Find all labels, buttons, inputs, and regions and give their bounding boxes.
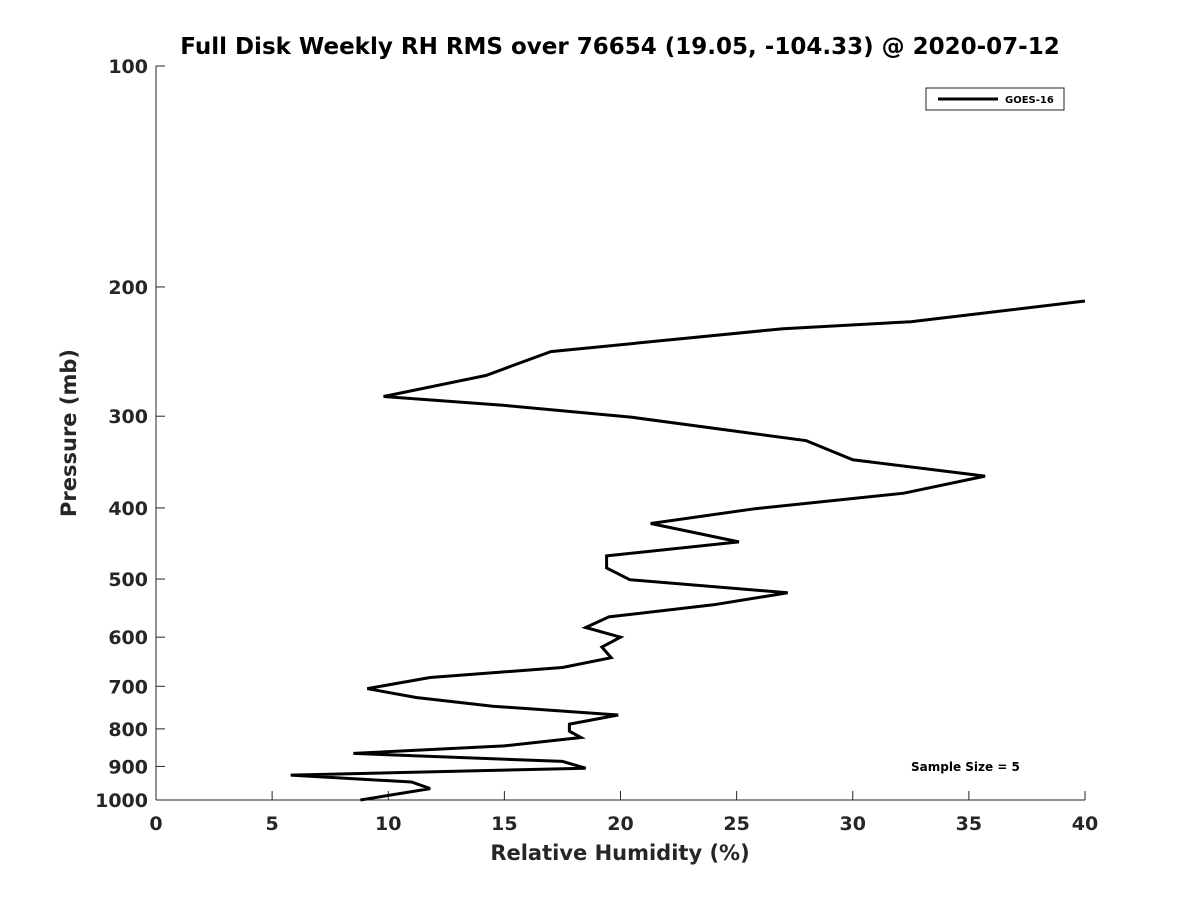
y-tick-label: 800 — [108, 719, 148, 741]
x-ticks: 0 5 10 15 20 25 30 35 40 — [149, 791, 1098, 835]
y-tick-label: 300 — [108, 406, 148, 428]
y-tick-label: 500 — [108, 569, 148, 591]
legend: GOES-16 — [925, 87, 1065, 111]
x-tick-label: 5 — [266, 813, 279, 835]
plot-area: 0 5 10 15 20 25 30 35 40 100 200 300 400 500 600 700 80… — [95, 56, 1098, 835]
x-tick-label: 0 — [149, 813, 162, 835]
legend-label-goes-16: GOES-16 — [1005, 95, 1054, 106]
y-tick-label: 100 — [108, 56, 148, 78]
y-ticks: 100 200 300 400 500 600 700 800 900 1000 — [95, 56, 165, 812]
y-tick-label: 600 — [108, 627, 148, 649]
y-tick-label: 400 — [108, 498, 148, 520]
x-tick-label: 35 — [956, 813, 982, 835]
y-tick-label: 900 — [108, 756, 148, 778]
x-tick-label: 30 — [840, 813, 866, 835]
chart-title: Full Disk Weekly RH RMS over 76654 (19.0… — [180, 34, 1059, 60]
y-tick-label: 200 — [108, 277, 148, 299]
x-tick-label: 40 — [1072, 813, 1098, 835]
x-tick-label: 15 — [491, 813, 517, 835]
x-tick-label: 20 — [607, 813, 633, 835]
x-tick-label: 10 — [375, 813, 401, 835]
series-line-goes-16 — [290, 299, 1086, 802]
y-tick-label: 700 — [108, 676, 148, 698]
sample-size-annotation: Sample Size = 5 — [911, 760, 1020, 774]
y-tick-label: 1000 — [95, 790, 148, 812]
x-axis-label: Relative Humidity (%) — [490, 841, 749, 865]
x-tick-label: 25 — [723, 813, 749, 835]
y-axis-label: Pressure (mb) — [57, 349, 81, 517]
